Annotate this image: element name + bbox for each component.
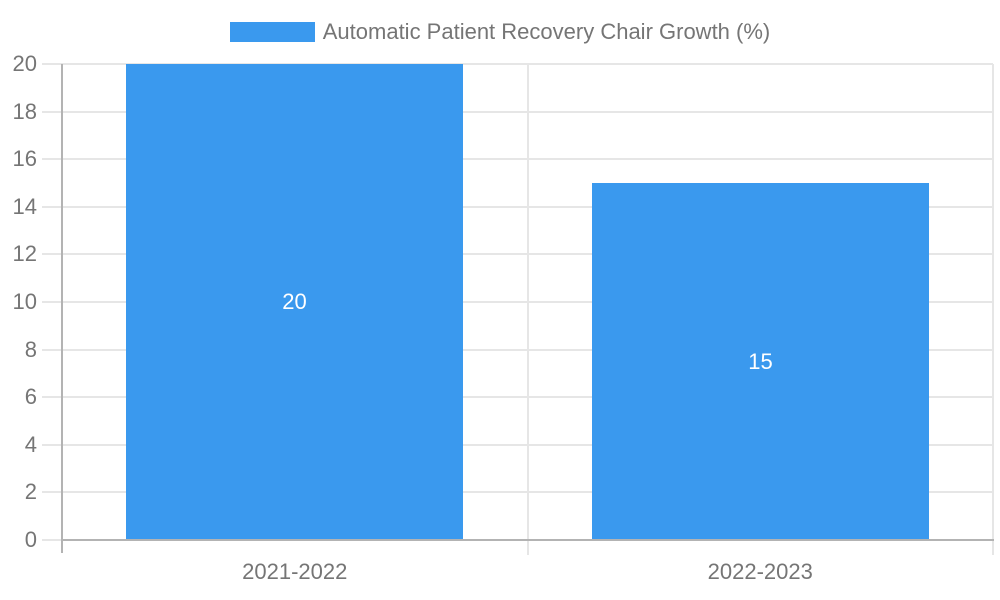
y-gridline bbox=[42, 158, 993, 161]
bar[interactable]: 15 bbox=[592, 183, 929, 540]
y-tick-label: 12 bbox=[12, 241, 37, 267]
y-tick-label: 0 bbox=[24, 527, 37, 552]
bar-value-label: 15 bbox=[748, 348, 773, 374]
x-gridline bbox=[992, 64, 994, 555]
y-axis-line bbox=[61, 64, 63, 553]
bar-value-label: 20 bbox=[282, 289, 307, 314]
y-tick-label: 18 bbox=[12, 98, 37, 124]
y-tick-label: 14 bbox=[12, 193, 37, 219]
y-gridline bbox=[42, 396, 993, 399]
y-gridline bbox=[42, 348, 993, 351]
y-gridline bbox=[42, 205, 993, 208]
x-tick-label: 2021-2022 bbox=[242, 559, 348, 584]
y-tick-label: 20 bbox=[12, 51, 37, 76]
bar[interactable]: 20 bbox=[126, 64, 463, 540]
y-tick-label: 10 bbox=[12, 289, 37, 314]
y-tick-label: 2 bbox=[24, 479, 37, 505]
y-tick-label: 4 bbox=[24, 431, 37, 457]
legend-swatch[interactable] bbox=[229, 22, 315, 42]
y-gridline bbox=[42, 63, 993, 65]
y-gridline bbox=[42, 110, 993, 113]
y-gridline bbox=[42, 301, 993, 303]
y-gridline bbox=[42, 491, 993, 494]
y-tick-label: 16 bbox=[12, 146, 37, 172]
y-tick-label: 6 bbox=[24, 384, 37, 410]
y-gridline bbox=[42, 253, 993, 256]
legend: Automatic Patient Recovery Chair Growth … bbox=[0, 20, 1000, 44]
x-tick-label: 2022-2023 bbox=[707, 559, 813, 584]
x-gridline bbox=[526, 64, 529, 555]
y-gridline bbox=[42, 443, 993, 446]
y-tick-label: 8 bbox=[24, 336, 37, 362]
legend-label[interactable]: Automatic Patient Recovery Chair Growth … bbox=[322, 19, 771, 44]
x-axis-line bbox=[61, 539, 994, 541]
